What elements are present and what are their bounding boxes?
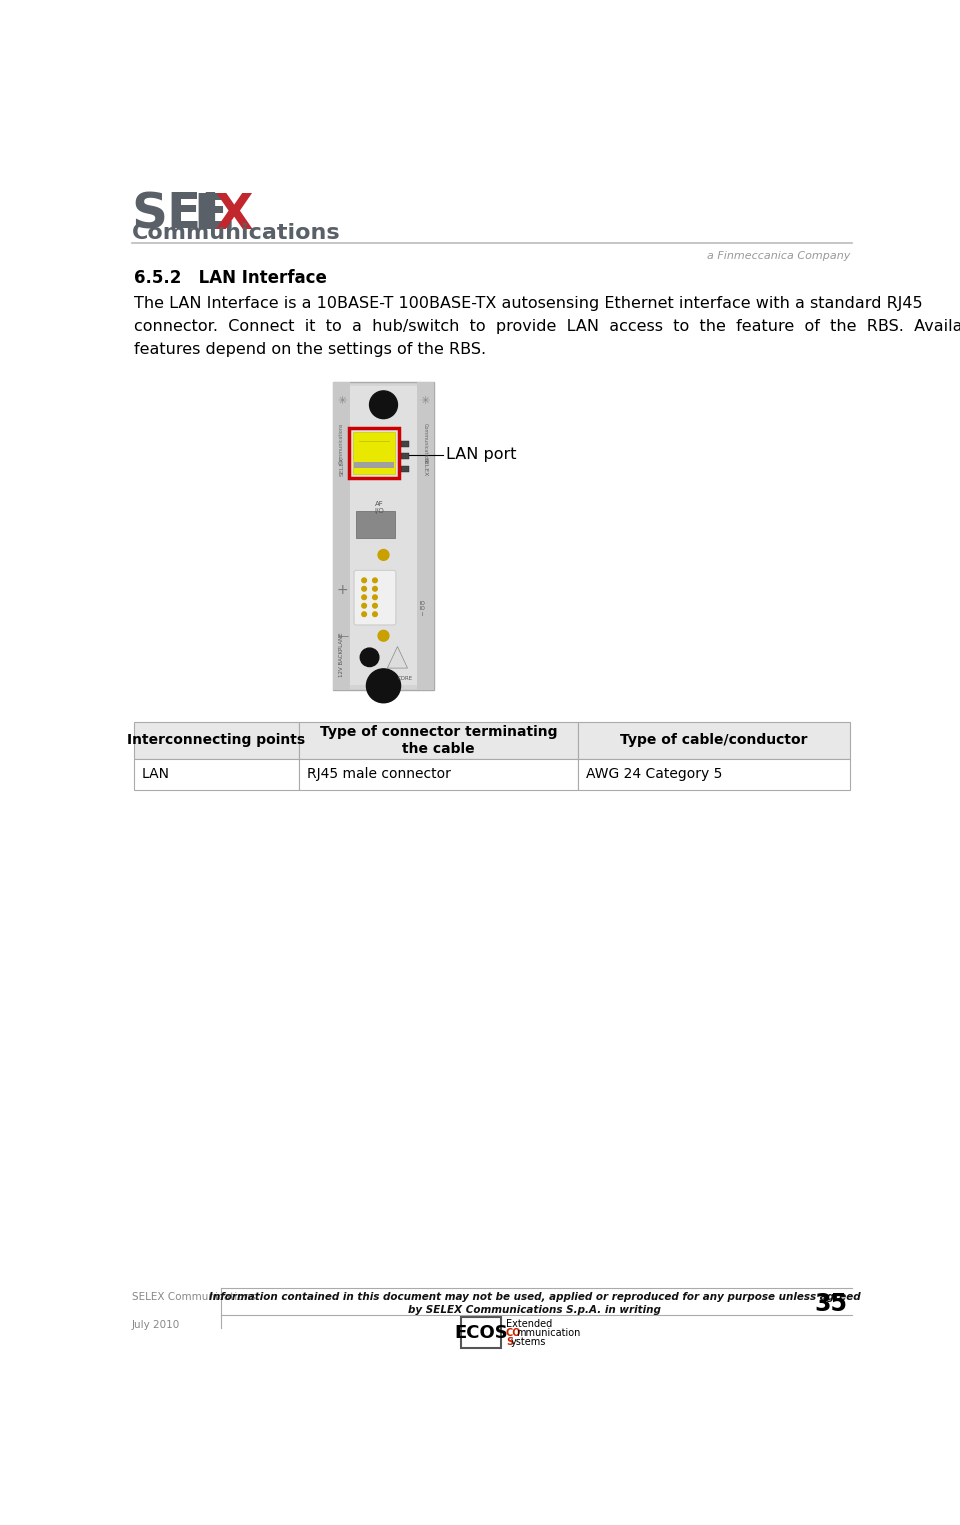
Text: LAN: LAN [142,767,170,781]
Circle shape [372,604,377,608]
Circle shape [362,612,367,616]
Circle shape [378,549,389,560]
Text: ECOS: ECOS [454,1324,508,1342]
Text: S: S [506,1337,513,1347]
Text: —: — [337,631,348,640]
Circle shape [362,578,367,583]
Text: CORE: CORE [397,676,413,680]
Bar [401,441,409,447]
Circle shape [372,612,377,616]
Bar [461,1318,501,1348]
Circle shape [378,630,389,640]
Text: mmunication: mmunication [516,1328,581,1337]
Text: Type of cable/conductor: Type of cable/conductor [620,734,807,747]
Text: SELEX Communications: SELEX Communications [132,1292,255,1302]
Text: 35: 35 [814,1292,847,1316]
Text: Communications: Communications [339,422,344,464]
Bar [348,429,399,477]
Text: RJ45 male connector: RJ45 male connector [307,767,450,781]
Text: Extended: Extended [506,1319,552,1328]
Bar [578,759,850,790]
Text: LAN port: LAN port [445,447,516,462]
Circle shape [360,648,379,666]
Text: E: E [194,191,228,239]
Bar [333,381,350,689]
Text: features depend on the settings of the RBS.: features depend on the settings of the R… [134,343,486,357]
Bar [299,721,578,759]
Bar [134,759,299,790]
Circle shape [372,587,377,592]
Text: IO
IO
I: IO IO I [420,601,425,618]
Circle shape [362,595,367,599]
Bar [134,721,299,759]
Text: AWG 24 Category 5: AWG 24 Category 5 [586,767,722,781]
Text: Information contained in this document may not be used, applied or reproduced fo: Information contained in this document m… [209,1292,860,1302]
Text: ✳: ✳ [420,396,430,406]
Bar [333,381,434,689]
FancyBboxPatch shape [354,570,396,625]
Bar [299,759,578,790]
Text: ✳: ✳ [337,396,347,406]
Text: +: + [337,583,348,596]
Circle shape [370,390,397,419]
Text: July 2010: July 2010 [132,1321,180,1330]
Bar [338,386,429,685]
Text: connector.  Connect  it  to  a  hub/switch  to  provide  LAN  access  to  the  f: connector. Connect it to a hub/switch to… [134,319,960,334]
Text: ystems: ystems [511,1337,546,1347]
Bar [401,465,409,471]
Text: SEL: SEL [132,191,233,239]
Text: The LAN Interface is a 10BASE-T 100BASE-TX autosensing Ethernet interface with a: The LAN Interface is a 10BASE-T 100BASE-… [134,296,923,311]
Bar [356,511,396,538]
Text: 6.5.2   LAN Interface: 6.5.2 LAN Interface [134,270,326,287]
Text: Type of connector terminating
the cable: Type of connector terminating the cable [320,726,557,755]
Text: Communications: Communications [132,223,340,242]
Bar [352,432,396,474]
Polygon shape [388,647,408,668]
Circle shape [372,595,377,599]
Text: SELEX: SELEX [422,456,428,476]
Circle shape [372,578,377,583]
Text: Interconnecting points: Interconnecting points [127,734,305,747]
Text: 12V BACKPLANE: 12V BACKPLANE [339,633,344,677]
Bar [578,721,850,759]
Circle shape [367,669,400,703]
Circle shape [362,604,367,608]
Text: Communications: Communications [422,422,428,464]
Bar [354,462,394,468]
Text: by SELEX Communications S.p.A. in writing: by SELEX Communications S.p.A. in writin… [408,1305,661,1315]
Bar [417,381,434,689]
Text: CO: CO [506,1328,521,1337]
Text: SELEX: SELEX [339,456,344,476]
Text: AF
I/O: AF I/O [374,502,385,514]
Circle shape [362,587,367,592]
Text: a Finmeccanica Company: a Finmeccanica Company [707,250,850,261]
Bar [401,453,409,459]
Text: X: X [214,191,252,239]
